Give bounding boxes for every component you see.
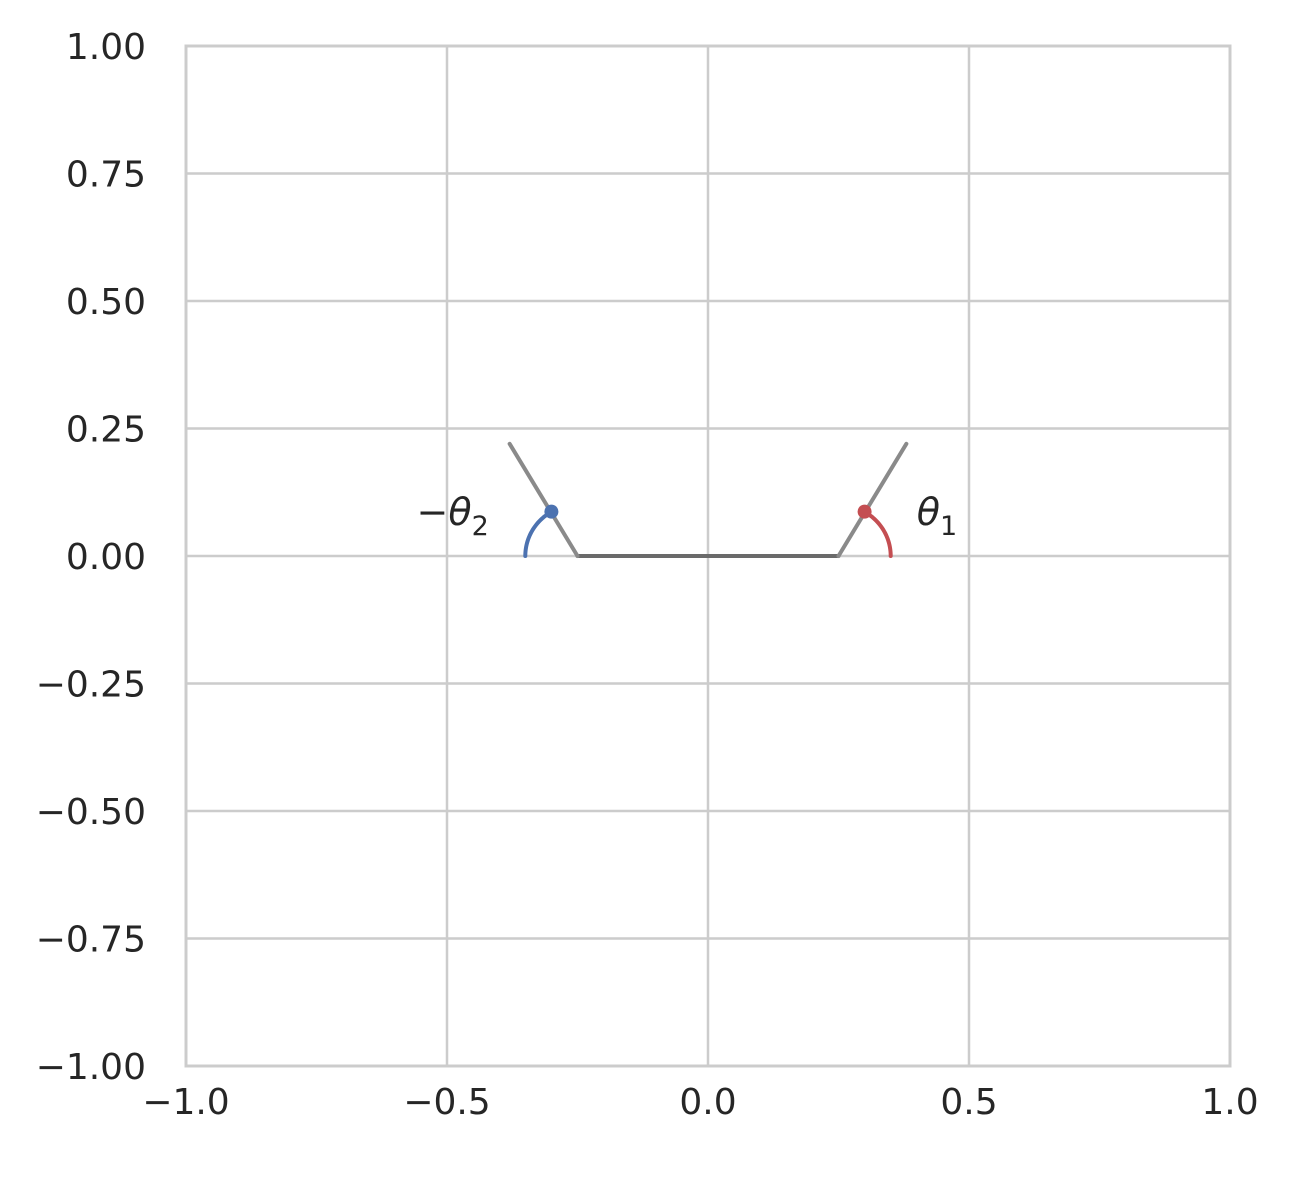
y-tick-label-7: −0.75	[36, 920, 146, 961]
y-tick-label-3: 0.25	[66, 410, 146, 451]
segment-line-1	[836, 441, 909, 558]
annotation-symbol-1: θ	[448, 490, 471, 534]
y-tick-label-1: 0.75	[66, 155, 146, 196]
x-tick-label-0: −1.0	[142, 1082, 229, 1123]
y-tick-label-6: −0.50	[36, 792, 146, 833]
x-tick-label-4: 1.0	[1201, 1082, 1258, 1123]
segment-line-2	[507, 441, 580, 558]
annotation-subscript-1: 2	[472, 511, 489, 542]
x-tick-label-3: 0.5	[940, 1082, 997, 1123]
y-tick-label-4: 0.00	[66, 537, 146, 578]
annotation-symbol-0: θ	[917, 490, 940, 534]
angle-point-5	[857, 504, 872, 519]
annotation-subscript-0: 1	[940, 511, 957, 542]
angle-arc-4	[523, 509, 554, 558]
y-tick-label-0: 1.00	[66, 27, 146, 68]
angle-annotation-0: θ1	[917, 490, 957, 542]
y-tick-label-2: 0.50	[66, 282, 146, 323]
annotation-layer: θ1−θ2	[416, 490, 957, 542]
y-tick-label-8: −1.00	[36, 1047, 146, 1088]
angle-arc-3	[862, 509, 893, 558]
angle-annotation-1: −θ2	[416, 490, 488, 542]
series-layer	[507, 441, 909, 558]
annotation-minus-1: −	[416, 490, 448, 534]
tick-label-layer: −1.0 −0.5 0.0 0.5 1.0 1.00 0.75 0.50 0.25 0.00 −0.…	[36, 27, 1259, 1123]
x-tick-label-2: 0.0	[679, 1082, 736, 1123]
plot-frame	[184, 44, 1232, 1068]
angle-point-6	[544, 504, 559, 519]
x-tick-label-1: −0.5	[403, 1082, 490, 1123]
y-tick-label-5: −0.25	[36, 665, 146, 706]
